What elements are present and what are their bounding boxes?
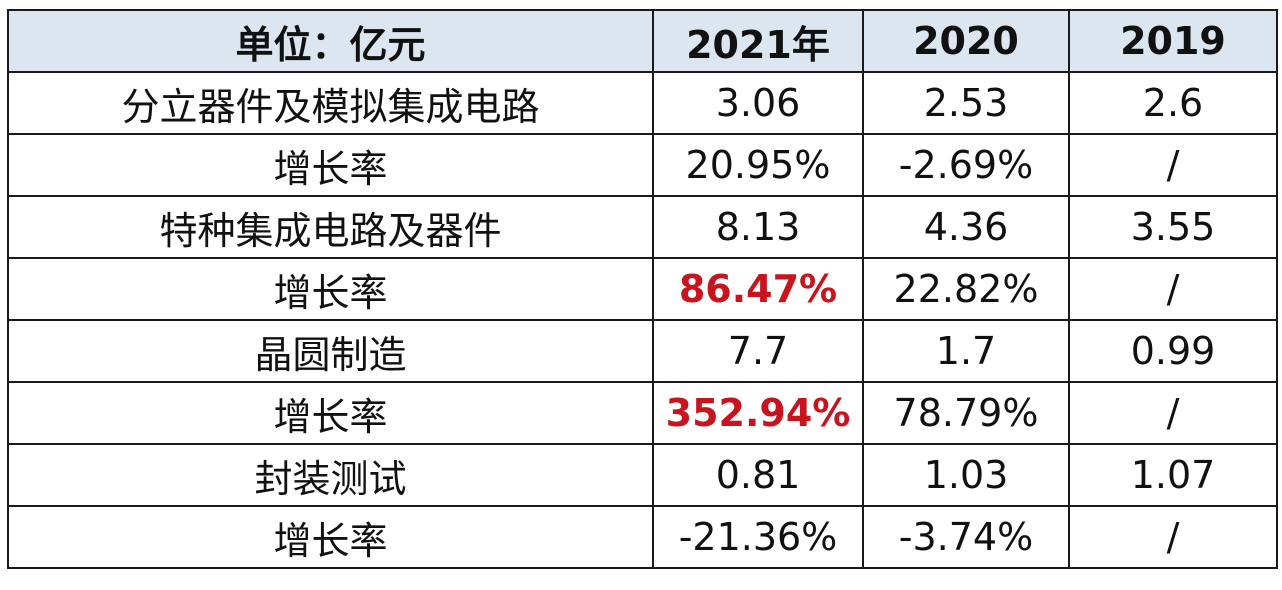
cell-value: 1.03 bbox=[862, 443, 1070, 507]
table-row: 晶圆制造 7.7 1.7 0.99 bbox=[7, 319, 1278, 383]
header-row: 单位：亿元 2021年 2020 2019 bbox=[7, 9, 1278, 73]
cell-value: 78.79% bbox=[862, 381, 1070, 445]
cell-value: 4.36 bbox=[862, 195, 1070, 259]
cell-value: 2.6 bbox=[1068, 71, 1278, 135]
cell-value: / bbox=[1068, 505, 1278, 569]
row-label: 封装测试 bbox=[7, 443, 654, 507]
table-row: 封装测试 0.81 1.03 1.07 bbox=[7, 443, 1278, 507]
table-row: 增长率 20.95% -2.69% / bbox=[7, 133, 1278, 197]
row-label: 增长率 bbox=[7, 381, 654, 445]
cell-value: 0.99 bbox=[1068, 319, 1278, 383]
revenue-table: 单位：亿元 2021年 2020 2019 分立器件及模拟集成电路 3.06 2.5… bbox=[7, 9, 1278, 569]
cell-value: 1.7 bbox=[862, 319, 1070, 383]
cell-value: 3.06 bbox=[652, 71, 864, 135]
cell-value: 1.07 bbox=[1068, 443, 1278, 507]
table-row: 分立器件及模拟集成电路 3.06 2.53 2.6 bbox=[7, 71, 1278, 135]
cell-value: 20.95% bbox=[652, 133, 864, 197]
table-row: 特种集成电路及器件 8.13 4.36 3.55 bbox=[7, 195, 1278, 259]
cell-value: -21.36% bbox=[652, 505, 864, 569]
cell-value: 0.81 bbox=[652, 443, 864, 507]
row-label: 增长率 bbox=[7, 505, 654, 569]
cell-value: -3.74% bbox=[862, 505, 1070, 569]
table-row: 增长率 -21.36% -3.74% / bbox=[7, 505, 1278, 569]
cell-value: / bbox=[1068, 381, 1278, 445]
table-row: 增长率 86.47% 22.82% / bbox=[7, 257, 1278, 321]
cell-value: 3.55 bbox=[1068, 195, 1278, 259]
cell-value: 86.47% bbox=[652, 257, 864, 321]
cell-value: 352.94% bbox=[652, 381, 864, 445]
cell-value: 8.13 bbox=[652, 195, 864, 259]
cell-value: / bbox=[1068, 133, 1278, 197]
cell-value: 22.82% bbox=[862, 257, 1070, 321]
cell-value: 7.7 bbox=[652, 319, 864, 383]
cell-value: / bbox=[1068, 257, 1278, 321]
cell-value: -2.69% bbox=[862, 133, 1070, 197]
header-unit: 单位：亿元 bbox=[7, 9, 654, 73]
table-row: 增长率 352.94% 78.79% / bbox=[7, 381, 1278, 445]
header-2020: 2020 bbox=[862, 9, 1070, 73]
row-label: 晶圆制造 bbox=[7, 319, 654, 383]
row-label: 增长率 bbox=[7, 133, 654, 197]
row-label: 分立器件及模拟集成电路 bbox=[7, 71, 654, 135]
header-2019: 2019 bbox=[1068, 9, 1278, 73]
cell-value: 2.53 bbox=[862, 71, 1070, 135]
row-label: 特种集成电路及器件 bbox=[7, 195, 654, 259]
header-2021: 2021年 bbox=[652, 9, 864, 73]
row-label: 增长率 bbox=[7, 257, 654, 321]
